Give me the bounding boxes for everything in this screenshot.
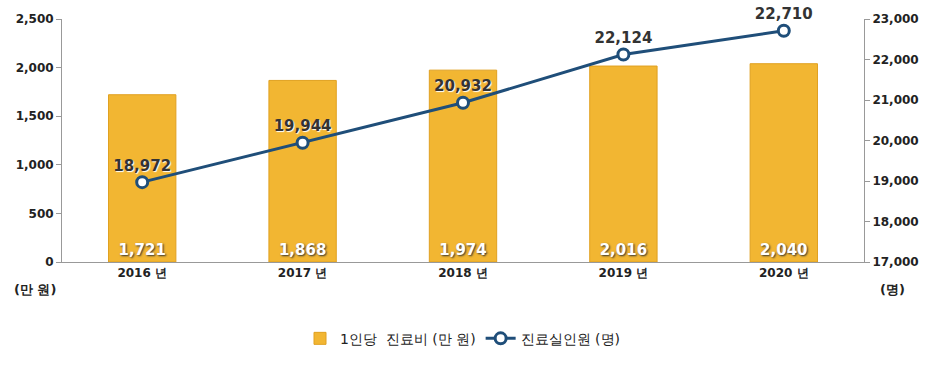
svg-text:진료실인원 (명): 진료실인원 (명) (521, 331, 620, 347)
svg-text:18,972: 18,972 (113, 157, 171, 175)
svg-text:500: 500 (29, 207, 54, 221)
svg-text:20,000: 20,000 (872, 134, 918, 148)
svg-text:1인당 진료비 (만 원): 1인당 진료비 (만 원) (340, 331, 476, 347)
svg-text:2020 년: 2020 년 (759, 266, 809, 280)
svg-text:23,000: 23,000 (872, 12, 918, 26)
svg-text:(명): (명) (880, 282, 905, 297)
svg-text:18,000: 18,000 (872, 215, 918, 229)
svg-text:1,500: 1,500 (16, 109, 54, 123)
svg-text:21,000: 21,000 (872, 93, 918, 107)
svg-text:1,721: 1,721 (118, 241, 165, 259)
svg-text:19,000: 19,000 (872, 174, 918, 188)
svg-text:2,500: 2,500 (16, 12, 54, 26)
svg-text:20,932: 20,932 (434, 77, 492, 95)
svg-text:(만 원): (만 원) (14, 282, 56, 297)
svg-text:2016 년: 2016 년 (117, 266, 167, 280)
svg-text:2017 년: 2017 년 (278, 266, 328, 280)
svg-text:2018 년: 2018 년 (438, 266, 488, 280)
svg-text:1,000: 1,000 (16, 158, 54, 172)
svg-text:22,710: 22,710 (755, 5, 813, 23)
svg-text:2,016: 2,016 (600, 241, 647, 259)
svg-text:22,000: 22,000 (872, 53, 918, 67)
svg-text:22,124: 22,124 (594, 29, 652, 47)
svg-text:2019 년: 2019 년 (599, 266, 649, 280)
svg-text:1,868: 1,868 (279, 241, 326, 259)
svg-text:19,944: 19,944 (274, 117, 332, 135)
svg-text:2,000: 2,000 (16, 61, 54, 75)
svg-text:2,040: 2,040 (760, 241, 807, 259)
svg-text:0: 0 (45, 255, 53, 269)
svg-text:1,974: 1,974 (439, 241, 486, 259)
svg-text:17,000: 17,000 (872, 255, 918, 269)
